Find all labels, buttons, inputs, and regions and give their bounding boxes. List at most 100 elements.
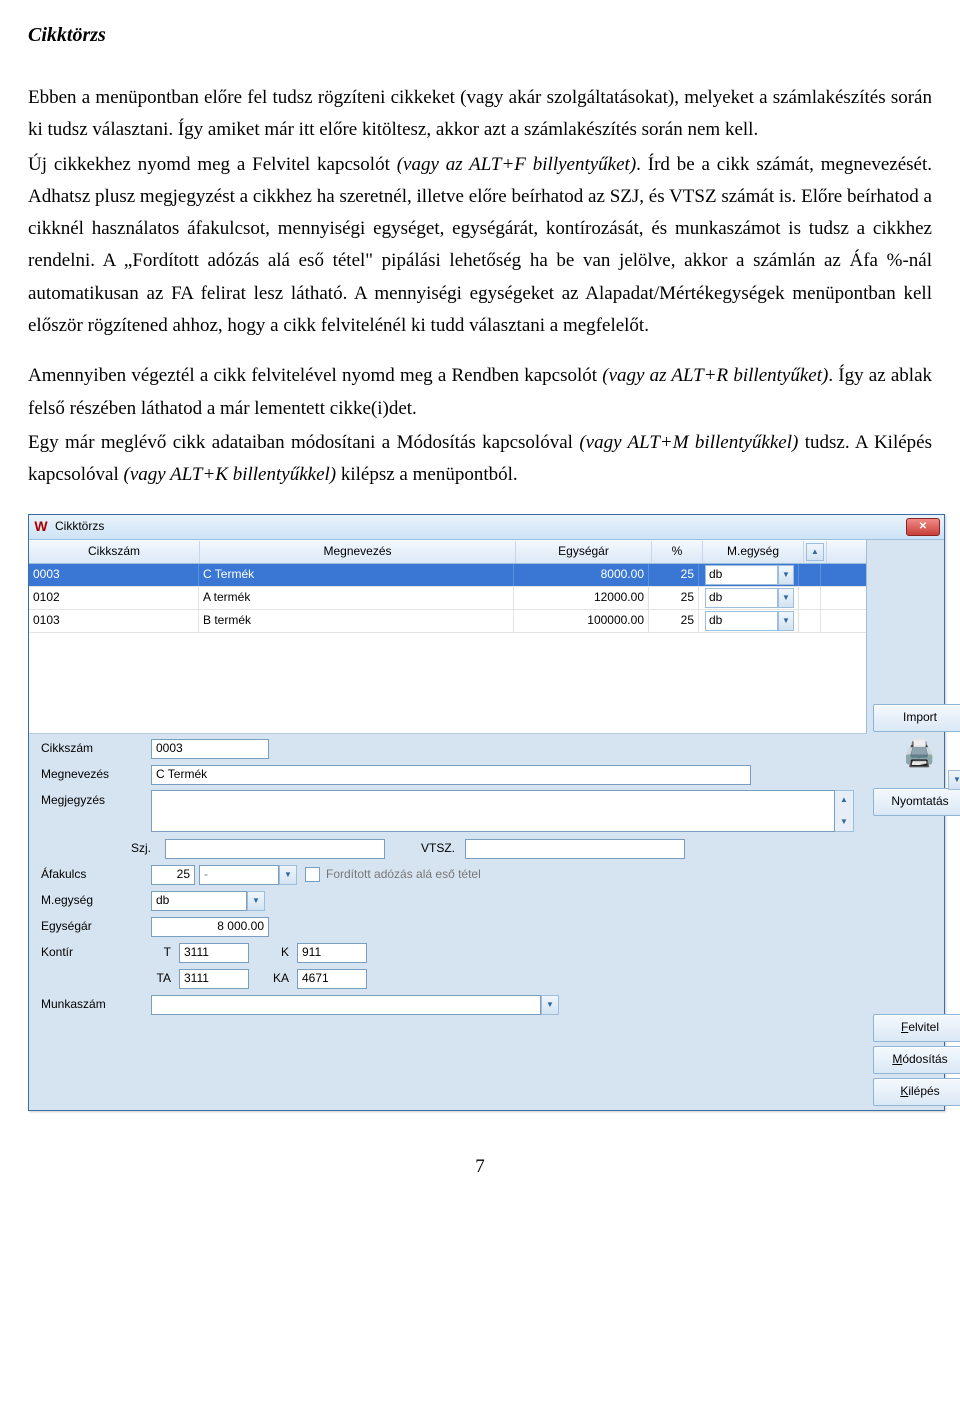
input-kontir-t[interactable]: 3111	[179, 943, 249, 963]
print-button[interactable]: Nyomtatás	[873, 788, 960, 816]
felvitel-button[interactable]: Felvitel	[873, 1014, 960, 1042]
print-dropdown-icon[interactable]: ▼	[948, 770, 960, 790]
app-icon: W	[33, 519, 49, 535]
chevron-down-icon[interactable]: ▼	[778, 565, 794, 585]
input-vtsz[interactable]	[465, 839, 685, 859]
label-afakulcs: Áfakulcs	[35, 864, 151, 884]
doc-paragraph-1: Ebben a menüpontban előre fel tudsz rögz…	[28, 82, 932, 147]
megyseg-dropdown-icon[interactable]: ▼	[247, 891, 265, 911]
input-cikkszam[interactable]: 0003	[151, 739, 269, 759]
scroll-down-icon[interactable]: ▼	[840, 815, 848, 829]
label-kontir: Kontír	[35, 942, 151, 962]
close-button[interactable]: ✕	[906, 518, 940, 536]
label-ta: TA	[151, 968, 179, 988]
cell-egysegar: 100000.00	[514, 610, 649, 632]
cell-scroll	[799, 564, 821, 586]
table-row[interactable]: 0103B termék100000.0025db▼	[29, 610, 866, 633]
text: . Írd be a cikk számát, megnevezését. Ad…	[28, 154, 932, 336]
col-header-cikkszam[interactable]: Cikkszám	[29, 541, 200, 563]
input-afakulcs[interactable]: 25	[151, 865, 195, 885]
memo-scrollbar[interactable]: ▲ ▼	[835, 790, 854, 832]
input-kontir-ta[interactable]: 3111	[179, 969, 249, 989]
chevron-down-icon[interactable]: ▼	[778, 588, 794, 608]
app-window: W Cikktörzs ✕ Cikkszám Megnevezés Egység…	[28, 514, 945, 1111]
text: Amennyiben végeztél a cikk felvitelével …	[28, 365, 602, 386]
text-italic: (vagy az ALT+F billyentyűket)	[397, 154, 636, 175]
label-cikkszam: Cikkszám	[35, 738, 151, 758]
input-kontir-k[interactable]: 911	[297, 943, 367, 963]
megyseg-input[interactable]: db	[705, 565, 778, 585]
input-megyseg[interactable]: db	[151, 891, 247, 911]
right-button-column: Import 🖨️ ▼ Nyomtatás Felvitel Módosítás…	[867, 540, 960, 1110]
input-szj[interactable]	[165, 839, 385, 859]
cell-egysegar: 12000.00	[514, 587, 649, 609]
doc-paragraph-4: Egy már meglévő cikk adataiban módosítan…	[28, 427, 932, 492]
input-megjegyzes[interactable]	[151, 790, 835, 832]
input-munkaszam[interactable]	[151, 995, 541, 1015]
form-area: Cikkszám 0003 Megnevezés C Termék Megjeg…	[29, 733, 867, 1028]
text-italic: (vagy ALT+M billentyűkkel)	[579, 432, 798, 453]
window-body: Cikkszám Megnevezés Egységár % M.egység …	[29, 540, 944, 1110]
label-t: T	[151, 942, 179, 962]
col-header-megnevezes[interactable]: Megnevezés	[200, 541, 516, 563]
import-button[interactable]: Import	[873, 704, 960, 732]
label-szj: Szj.	[35, 838, 165, 858]
label-vtsz: VTSZ.	[385, 838, 465, 858]
label-egysegar: Egységár	[35, 916, 151, 936]
scroll-up-icon[interactable]: ▲	[806, 543, 824, 561]
input-egysegar[interactable]: 8 000.00	[151, 917, 269, 937]
col-header-megyseg[interactable]: M.egység	[703, 541, 804, 563]
afakulcs-dropdown-icon[interactable]: ▼	[279, 865, 297, 885]
label-munkaszam: Munkaszám	[35, 994, 151, 1014]
input-megnevezes[interactable]: C Termék	[151, 765, 751, 785]
titlebar: W Cikktörzs ✕	[29, 515, 944, 540]
cell-percent: 25	[649, 564, 699, 586]
checkbox-forditott[interactable]	[305, 867, 320, 882]
cell-percent: 25	[649, 587, 699, 609]
printer-icon: 🖨️	[896, 738, 944, 770]
col-header-egysegar[interactable]: Egységár	[516, 541, 652, 563]
cell-cikkszam: 0102	[29, 587, 199, 609]
text: Egy már meglévő cikk adataiban módosítan…	[28, 432, 579, 453]
text: kilépsz a menüpontból.	[336, 464, 518, 485]
text: Új cikkekhez nyomd meg a Felvitel kapcso…	[28, 154, 397, 175]
cell-megnevezes: C Termék	[199, 564, 514, 586]
items-grid: Cikkszám Megnevezés Egységár % M.egység …	[29, 540, 867, 733]
page-number: 7	[28, 1151, 932, 1183]
grid-header: Cikkszám Megnevezés Egységár % M.egység …	[29, 540, 866, 564]
megyseg-input[interactable]: db	[705, 611, 778, 631]
input-kontir-ka[interactable]: 4671	[297, 969, 367, 989]
cell-cikkszam: 0003	[29, 564, 199, 586]
text-italic: (vagy az ALT+R billentyűket)	[602, 365, 828, 386]
table-row[interactable]: 0102A termék12000.0025db▼	[29, 587, 866, 610]
cell-scroll	[799, 587, 821, 609]
cell-megyseg: db▼	[699, 564, 799, 586]
page-title: Cikktörzs	[28, 18, 932, 52]
kilepes-button[interactable]: Kilépés	[873, 1078, 960, 1106]
chevron-down-icon[interactable]: ▼	[778, 611, 794, 631]
input-afakulcs-desc: -	[199, 865, 279, 885]
col-header-percent[interactable]: %	[652, 541, 703, 563]
doc-paragraph-3: Amennyiben végeztél a cikk felvitelével …	[28, 360, 932, 425]
cell-megnevezes: B termék	[199, 610, 514, 632]
cell-scroll	[799, 610, 821, 632]
cell-megyseg: db▼	[699, 610, 799, 632]
label-megjegyzes: Megjegyzés	[35, 790, 151, 810]
munkaszam-dropdown-icon[interactable]: ▼	[541, 995, 559, 1015]
text-italic: (vagy ALT+K billentyűkkel)	[124, 464, 337, 485]
cell-percent: 25	[649, 610, 699, 632]
cell-cikkszam: 0103	[29, 610, 199, 632]
modositas-button[interactable]: Módosítás	[873, 1046, 960, 1074]
cell-megnevezes: A termék	[199, 587, 514, 609]
megyseg-input[interactable]: db	[705, 588, 778, 608]
label-k: K	[249, 942, 297, 962]
col-header-scroll: ▲	[804, 541, 827, 563]
label-forditott: Fordított adózás alá eső tétel	[326, 864, 481, 884]
cell-egysegar: 8000.00	[514, 564, 649, 586]
label-ka: KA	[249, 968, 297, 988]
scroll-up-icon[interactable]: ▲	[840, 793, 848, 807]
window-title: Cikktörzs	[55, 516, 906, 536]
cell-megyseg: db▼	[699, 587, 799, 609]
doc-paragraph-2: Új cikkekhez nyomd meg a Felvitel kapcso…	[28, 149, 932, 343]
table-row[interactable]: 0003C Termék8000.0025db▼	[29, 564, 866, 587]
